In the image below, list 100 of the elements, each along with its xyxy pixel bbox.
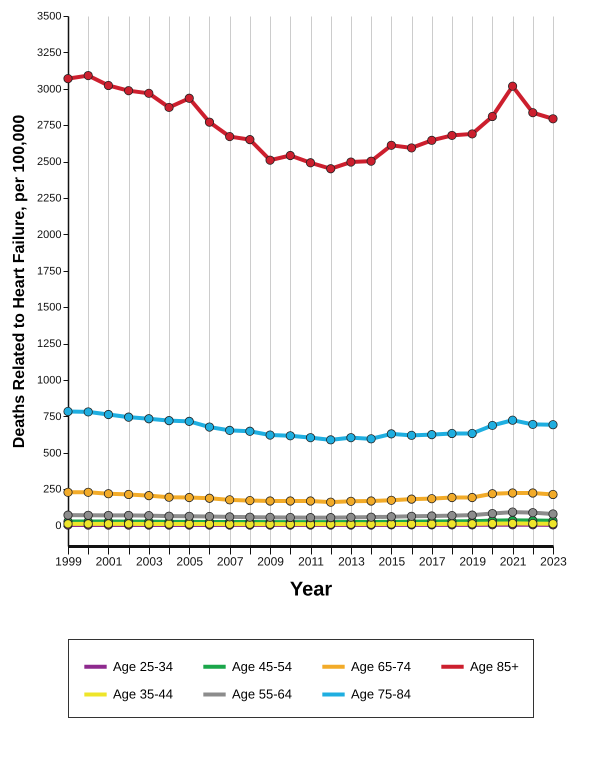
point bbox=[266, 496, 275, 506]
legend-label: Age 85+ bbox=[470, 658, 519, 674]
y-tick-label: 750 bbox=[43, 410, 62, 423]
point bbox=[346, 496, 356, 506]
point bbox=[468, 129, 477, 139]
x-tick-label: 2017 bbox=[418, 554, 446, 568]
y-tick-label: 2750 bbox=[37, 120, 62, 132]
y-tick-label: 1500 bbox=[37, 302, 62, 314]
x-tick-label: 2015 bbox=[378, 554, 406, 568]
point bbox=[488, 508, 497, 518]
x-tick-label: 1999 bbox=[55, 554, 82, 568]
point bbox=[346, 512, 356, 522]
point bbox=[386, 140, 396, 150]
point bbox=[386, 429, 396, 438]
point bbox=[488, 489, 497, 498]
point bbox=[204, 512, 214, 522]
point bbox=[124, 490, 134, 500]
point bbox=[508, 416, 518, 425]
y-tick-label: 2500 bbox=[37, 156, 62, 168]
point bbox=[225, 426, 234, 435]
x-tick-label: 2011 bbox=[298, 554, 324, 568]
x-tick-label: 2019 bbox=[459, 554, 486, 568]
point bbox=[266, 156, 275, 165]
point bbox=[326, 513, 336, 522]
point bbox=[124, 86, 134, 96]
point bbox=[326, 164, 336, 174]
y-tick-label: 3000 bbox=[37, 83, 62, 96]
point bbox=[184, 512, 194, 521]
y-tick-label: 3250 bbox=[37, 46, 62, 59]
point bbox=[104, 510, 113, 520]
point bbox=[63, 74, 73, 84]
point bbox=[286, 431, 295, 440]
point bbox=[84, 407, 93, 416]
point bbox=[245, 135, 254, 144]
point bbox=[447, 510, 457, 520]
point bbox=[144, 88, 154, 98]
point bbox=[548, 420, 558, 430]
point bbox=[326, 435, 336, 444]
point bbox=[366, 512, 376, 522]
point bbox=[225, 495, 234, 504]
point bbox=[104, 410, 113, 420]
point bbox=[164, 492, 174, 502]
point bbox=[164, 102, 174, 112]
x-axis-title: Year bbox=[290, 578, 332, 600]
point bbox=[104, 80, 113, 90]
point bbox=[406, 430, 416, 440]
point bbox=[528, 508, 538, 518]
y-tick-label: 500 bbox=[43, 447, 62, 460]
y-tick-label: 250 bbox=[43, 484, 62, 496]
y-tick-label: 3500 bbox=[37, 10, 62, 22]
point bbox=[427, 511, 436, 521]
point bbox=[427, 430, 436, 440]
point bbox=[306, 158, 316, 168]
point bbox=[204, 118, 214, 127]
point bbox=[508, 488, 518, 498]
point bbox=[447, 492, 457, 502]
legend-label: Age 55-64 bbox=[232, 686, 292, 702]
legend-label: Age 45-54 bbox=[232, 658, 292, 674]
x-tick-label: 2001 bbox=[96, 554, 123, 568]
point bbox=[84, 510, 93, 520]
point bbox=[468, 510, 477, 520]
point bbox=[548, 490, 558, 500]
point bbox=[286, 512, 295, 522]
point bbox=[406, 512, 416, 521]
x-tick-label: 2007 bbox=[216, 554, 244, 568]
point bbox=[306, 513, 316, 522]
point bbox=[286, 496, 295, 506]
point bbox=[63, 406, 73, 416]
point bbox=[225, 512, 234, 522]
point bbox=[488, 420, 497, 430]
point bbox=[488, 112, 497, 122]
point bbox=[326, 498, 336, 507]
y-tick-label: 2000 bbox=[37, 228, 62, 241]
x-tick-label: 2003 bbox=[136, 554, 164, 568]
point bbox=[184, 416, 194, 426]
point bbox=[124, 510, 134, 520]
point bbox=[447, 130, 457, 140]
point bbox=[427, 494, 436, 504]
y-axis-title: Deaths Related to Heart Failure, per 100,000 bbox=[11, 114, 28, 448]
point bbox=[184, 492, 194, 502]
point bbox=[427, 136, 436, 145]
point bbox=[548, 114, 558, 124]
point bbox=[63, 488, 73, 497]
y-tick-label: 1000 bbox=[37, 374, 62, 387]
point bbox=[468, 428, 477, 438]
x-tick-label: 2021 bbox=[500, 554, 527, 568]
point bbox=[366, 434, 376, 444]
point bbox=[204, 494, 214, 503]
x-tick-label: 2009 bbox=[257, 554, 284, 568]
point bbox=[386, 512, 396, 522]
legend-label: Age 75-84 bbox=[351, 686, 411, 702]
point bbox=[164, 416, 174, 426]
legend-label: Age 35-44 bbox=[113, 686, 173, 702]
x-tick-label: 2005 bbox=[176, 554, 204, 568]
point bbox=[306, 496, 316, 506]
point bbox=[548, 509, 558, 519]
x-tick-label: 2023 bbox=[540, 554, 568, 568]
point bbox=[124, 412, 134, 422]
legend-label: Age 25-34 bbox=[113, 658, 173, 674]
point bbox=[468, 492, 477, 502]
